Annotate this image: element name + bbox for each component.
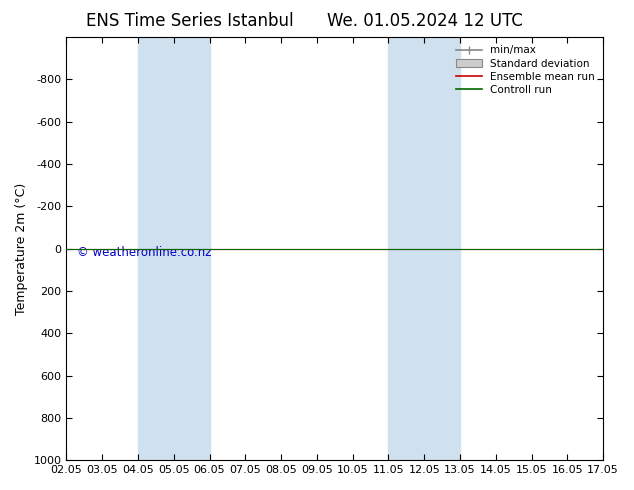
Bar <box>389 37 460 460</box>
Bar <box>138 37 210 460</box>
Text: We. 01.05.2024 12 UTC: We. 01.05.2024 12 UTC <box>327 12 522 30</box>
Legend: min/max, Standard deviation, Ensemble mean run, Controll run: min/max, Standard deviation, Ensemble me… <box>453 42 598 98</box>
Text: ENS Time Series Istanbul: ENS Time Series Istanbul <box>86 12 294 30</box>
Y-axis label: Temperature 2m (°C): Temperature 2m (°C) <box>15 182 28 315</box>
Text: © weatheronline.co.nz: © weatheronline.co.nz <box>77 246 212 260</box>
